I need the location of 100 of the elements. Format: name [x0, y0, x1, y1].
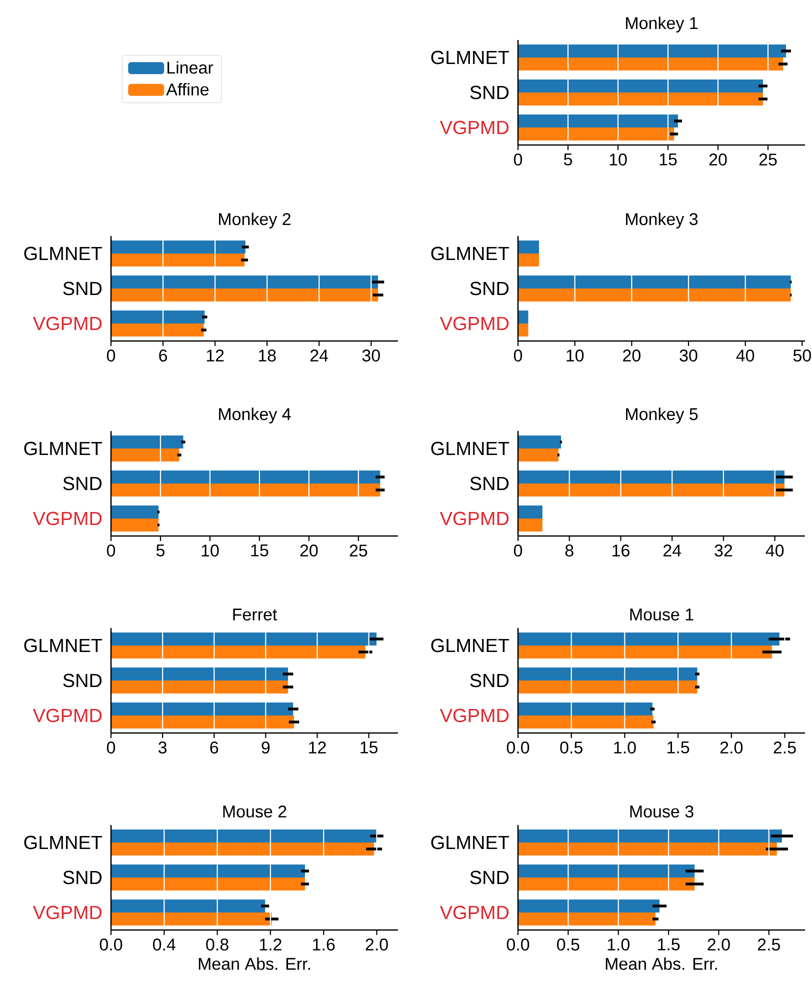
- bar: [518, 92, 764, 106]
- bar: [518, 878, 695, 891]
- chart-title: Monkey 3: [626, 212, 698, 229]
- bar: [111, 864, 305, 878]
- bar: [518, 44, 786, 58]
- x-tick-label: 30: [362, 350, 380, 362]
- bar: [111, 310, 205, 324]
- y-tick-label: GLMNET: [24, 836, 102, 850]
- y-tick-label: GLMNET: [431, 442, 510, 456]
- x-tick-label: 2.5: [774, 742, 796, 754]
- x-tick-label: 10: [202, 544, 219, 557]
- y-tick-label: VGPMD: [32, 512, 102, 526]
- x-tick-label: 15: [660, 154, 677, 166]
- bar: [111, 436, 184, 449]
- y-tick-label: SND: [470, 476, 509, 490]
- bar: [111, 254, 245, 267]
- bar: [518, 324, 528, 337]
- y-tick-label: SND: [63, 282, 102, 296]
- bar: [111, 470, 380, 484]
- x-tick-label: 24: [664, 544, 682, 556]
- legend-label: Linear: [168, 61, 214, 74]
- chart-title: Monkey 1: [626, 16, 698, 33]
- x-tick-label: 24: [310, 350, 328, 362]
- x-tick-label: 0.8: [206, 938, 228, 951]
- x-tick-label: 0: [106, 742, 116, 754]
- bar: [111, 506, 159, 519]
- bar: [111, 632, 377, 646]
- bar: [111, 900, 266, 913]
- x-tick-label: 0.0: [100, 938, 122, 951]
- x-tick-label: 15: [251, 544, 268, 556]
- bar: [518, 484, 784, 497]
- x-tick-label: 0.5: [560, 742, 582, 754]
- bar: [518, 716, 654, 729]
- y-tick-label: SND: [470, 674, 509, 688]
- y-tick-label: VGPMD: [440, 906, 509, 920]
- x-tick-label: 25: [759, 154, 777, 166]
- y-tick-label: VGPMD: [32, 708, 102, 722]
- x-tick-label: 2.5: [758, 938, 780, 951]
- bar: [518, 668, 698, 681]
- bar: [518, 470, 784, 484]
- y-tick-label: VGPMD: [32, 906, 102, 920]
- bar: [518, 702, 652, 716]
- y-tick-label: VGPMD: [440, 512, 509, 526]
- y-tick-label: VGPMD: [440, 316, 509, 330]
- bar: [111, 680, 288, 694]
- x-tick-label: 1.5: [658, 938, 680, 950]
- x-tick-label: 0.4: [153, 938, 176, 951]
- bar: [518, 310, 528, 324]
- bar: [111, 912, 272, 926]
- x-tick-label: 40: [766, 544, 784, 557]
- x-tick-label: 12: [309, 742, 326, 754]
- y-tick-label: GLMNET: [431, 638, 510, 652]
- bar: [518, 436, 562, 449]
- x-tick-label: 1.5: [668, 742, 690, 754]
- bar: [518, 864, 695, 878]
- bar: [111, 448, 180, 462]
- x-axis-title: Mean Abs. Err.: [198, 957, 310, 970]
- chart-title: Monkey 5: [626, 408, 698, 424]
- y-tick-label: GLMNET: [24, 442, 102, 456]
- bar: [111, 646, 366, 659]
- x-tick-label: 2.0: [366, 938, 388, 951]
- bar: [518, 254, 540, 267]
- y-tick-label: SND: [63, 476, 102, 490]
- bar: [518, 114, 678, 128]
- x-tick-label: 15: [360, 742, 378, 754]
- y-tick-label: SND: [63, 870, 102, 884]
- chart-title: Mouse 1: [630, 608, 694, 621]
- chart-title: Monkey 2: [219, 212, 290, 229]
- legend-label: Affine: [166, 83, 209, 96]
- x-tick-label: 0: [106, 350, 116, 362]
- x-tick-label: 3: [158, 742, 167, 754]
- bar: [518, 680, 698, 694]
- bar: [111, 878, 305, 891]
- bar: [518, 646, 772, 659]
- x-tick-label: 50: [793, 350, 811, 362]
- x-tick-label: 0: [514, 544, 522, 557]
- x-tick-label: 0.0: [506, 742, 530, 754]
- y-tick-label: GLMNET: [431, 246, 510, 260]
- x-axis-title: Mean Abs. Err.: [606, 957, 717, 970]
- bar: [518, 900, 660, 913]
- bar: [518, 80, 764, 93]
- x-tick-label: 2.0: [720, 742, 743, 754]
- x-tick-label: 0: [514, 154, 522, 166]
- y-tick-label: SND: [63, 674, 102, 688]
- bar: [518, 830, 782, 843]
- y-tick-label: VGPMD: [440, 120, 509, 134]
- bar: [111, 830, 377, 843]
- x-tick-label: 8: [565, 544, 574, 557]
- y-tick-label: SND: [470, 86, 509, 100]
- y-tick-label: VGPMD: [440, 708, 509, 722]
- bar: [111, 702, 294, 716]
- x-tick-label: 16: [612, 544, 630, 557]
- chart-title: Monkey 4: [219, 408, 291, 424]
- bar: [111, 842, 374, 856]
- x-tick-label: 1.6: [313, 938, 335, 951]
- y-tick-label: GLMNET: [24, 246, 102, 260]
- x-tick-label: 25: [350, 544, 368, 557]
- x-tick-label: 9: [262, 742, 270, 754]
- x-tick-label: 10: [610, 154, 627, 166]
- bar: [518, 128, 674, 141]
